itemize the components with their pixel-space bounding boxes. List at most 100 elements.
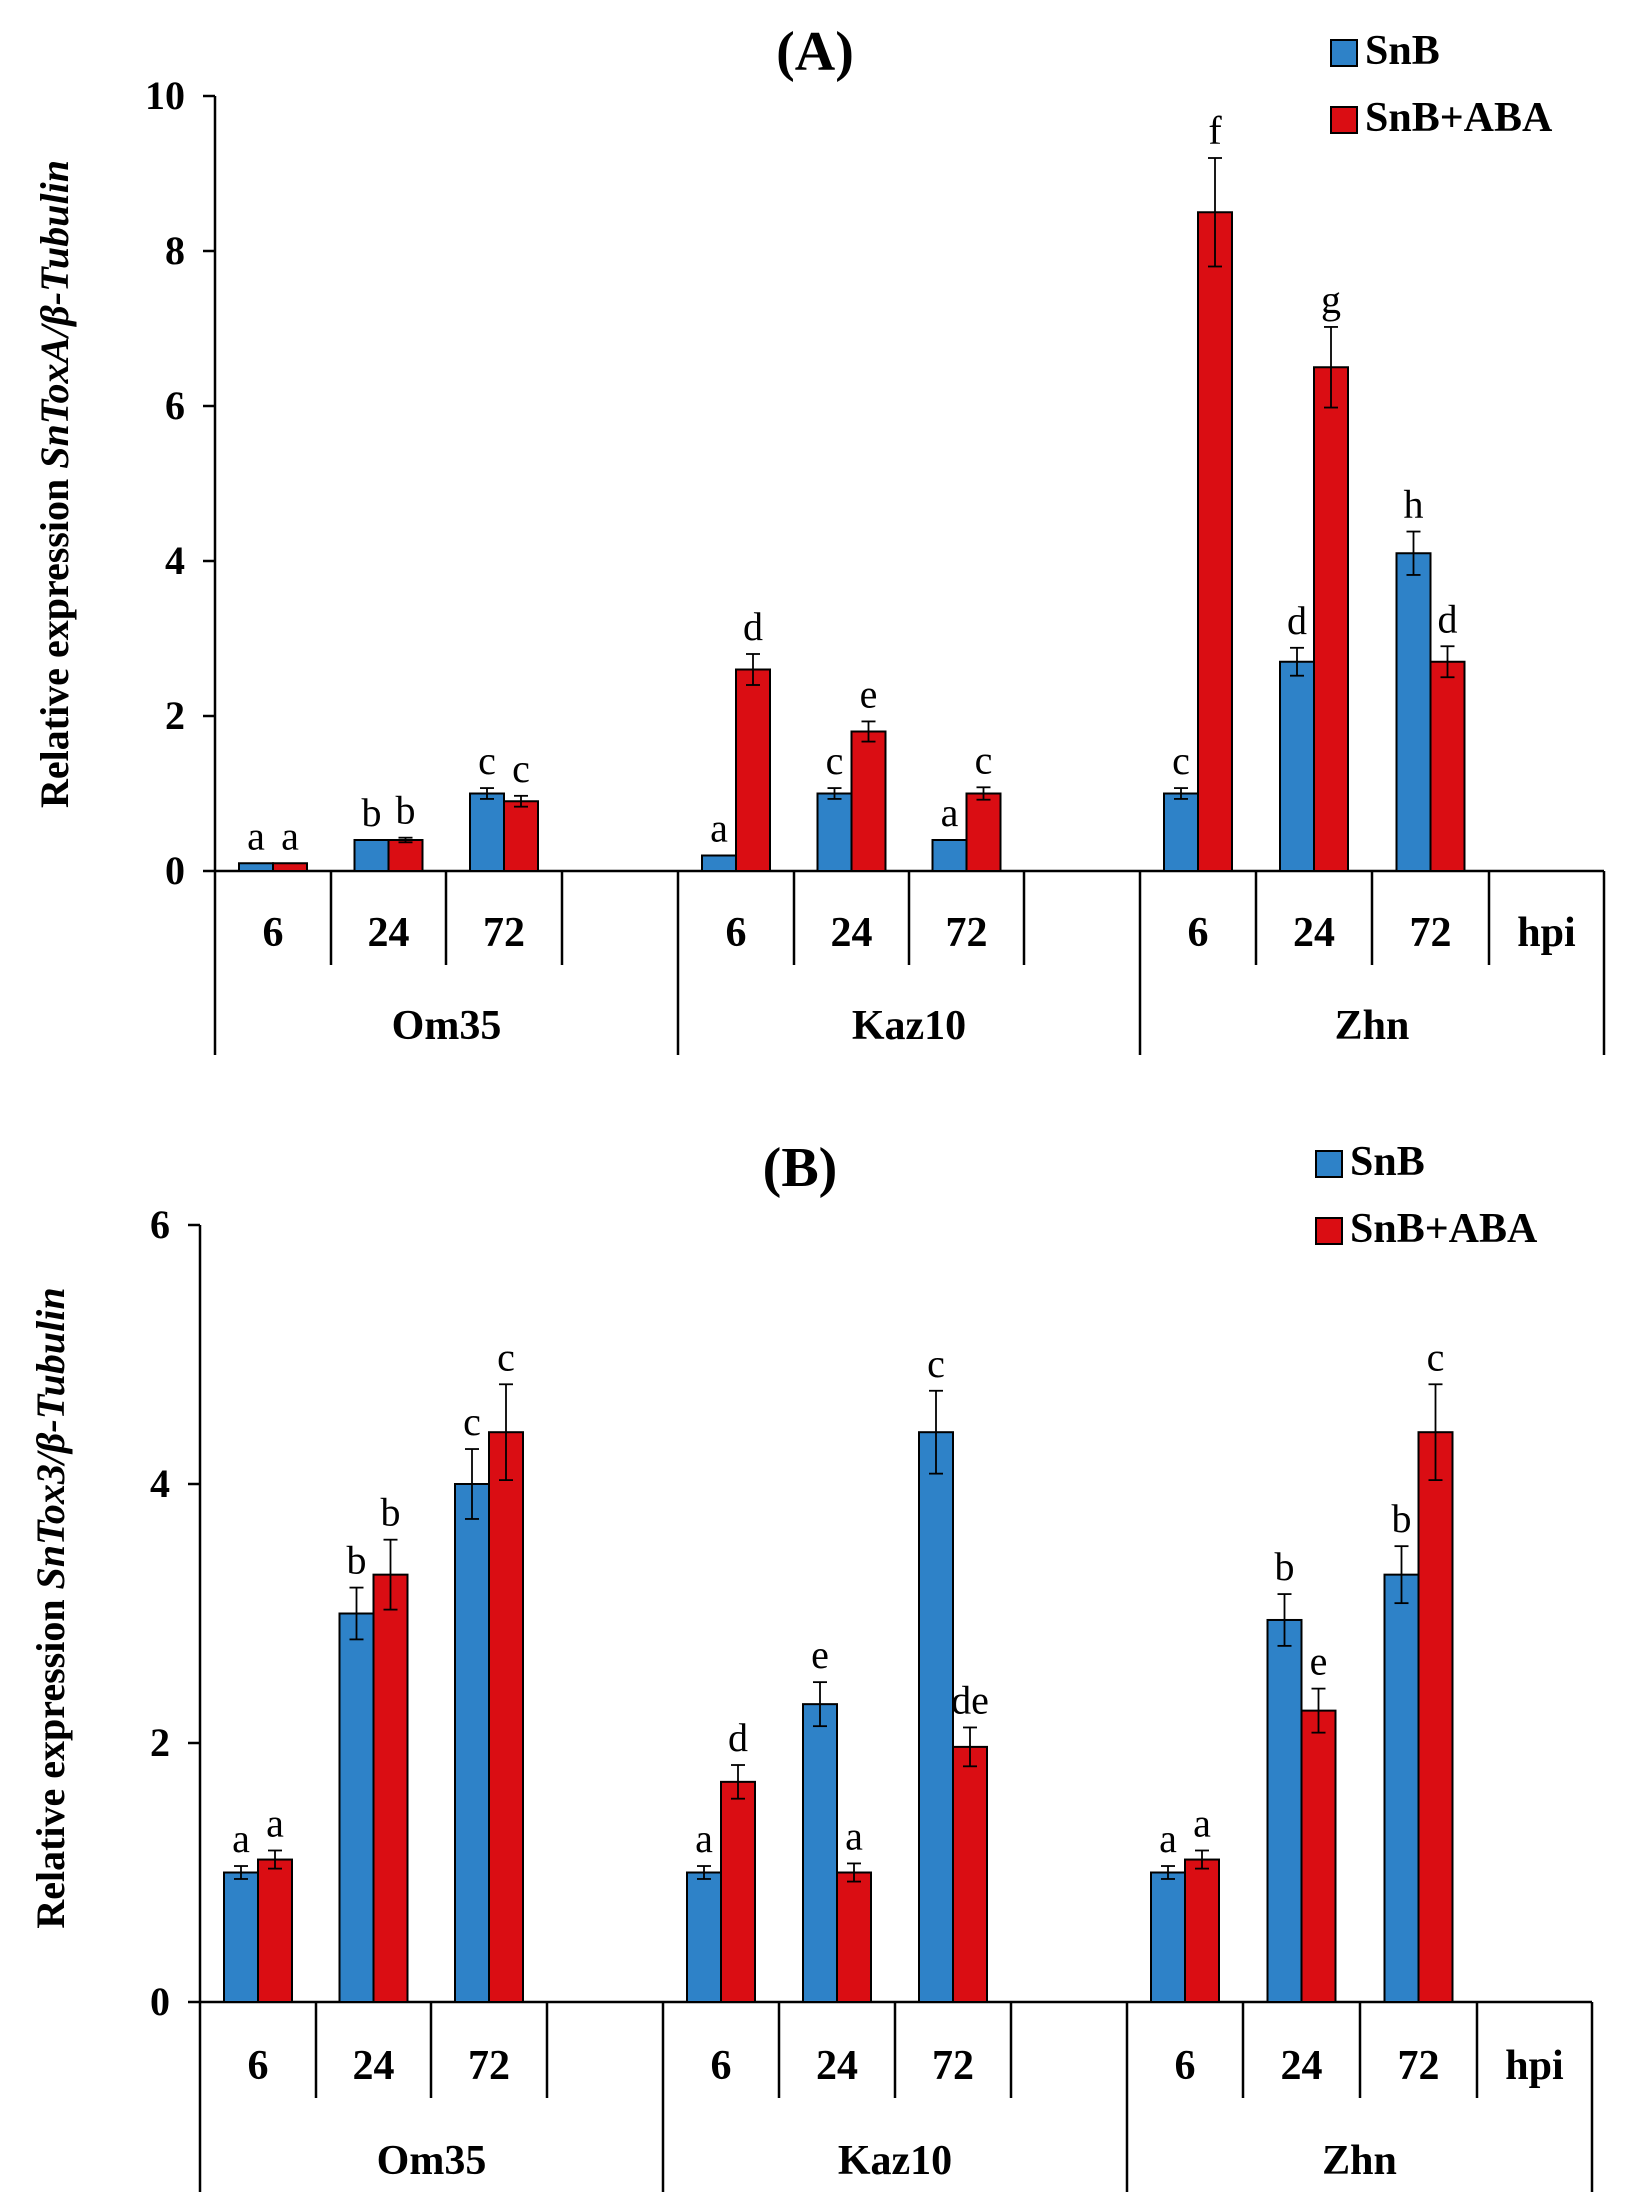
chart-title: (B) xyxy=(763,1137,838,1199)
x-tick-label: 6 xyxy=(711,2043,732,2089)
bar xyxy=(372,1573,409,2004)
significance-letter: a xyxy=(710,806,728,851)
y-tick-label: 2 xyxy=(150,1720,170,1765)
x-group-label: Kaz10 xyxy=(852,1003,966,1049)
significance-letter: b xyxy=(1275,1544,1295,1589)
significance-letter: c xyxy=(1172,738,1190,783)
x-tick-label: 6 xyxy=(1175,2043,1196,2089)
significance-letter: c xyxy=(975,737,993,782)
bar xyxy=(1313,366,1349,872)
x-tick-label: 24 xyxy=(1293,910,1335,956)
y-tick-label: 4 xyxy=(150,1461,170,1506)
legend-label: SnB xyxy=(1350,1139,1425,1185)
significance-letter: c xyxy=(512,746,530,791)
significance-letter: de xyxy=(951,1677,989,1722)
bar xyxy=(503,800,539,872)
y-tick-label: 0 xyxy=(150,1979,170,2024)
y-tick-label: 10 xyxy=(145,73,185,118)
significance-letter: a xyxy=(266,1800,284,1845)
significance-letter: d xyxy=(743,604,763,649)
bar xyxy=(1395,552,1432,872)
bar xyxy=(918,1431,954,2003)
bar xyxy=(1266,1618,1303,2003)
bar xyxy=(836,1871,872,2003)
bar xyxy=(1383,1573,1420,2004)
significance-letter: h xyxy=(1404,482,1424,527)
x-tick-label: 72 xyxy=(932,2043,974,2089)
y-axis-label-gene: SnTox3/β-Tubulin xyxy=(28,1287,73,1589)
bar xyxy=(931,839,968,872)
bar xyxy=(802,1703,838,2004)
y-tick-label: 6 xyxy=(150,1202,170,1247)
significance-letter: g xyxy=(1321,277,1341,322)
bar xyxy=(850,730,887,872)
legend-swatch xyxy=(1315,1217,1343,1245)
significance-letter: b xyxy=(396,788,416,833)
significance-letter: a xyxy=(941,790,959,835)
x-tick-label: 24 xyxy=(353,2043,395,2089)
bar xyxy=(257,1858,293,2004)
significance-letter: c xyxy=(463,1399,481,1444)
x-tick-label: 72 xyxy=(468,2043,510,2089)
y-axis-label: Relative expression SnTox3/β-Tubulin xyxy=(28,1287,73,1928)
y-axis-label: Relative expression SnToxA/β-Tubulin xyxy=(32,160,77,808)
x-group-label: Zhn xyxy=(1335,1003,1410,1049)
bar xyxy=(816,792,853,872)
bar xyxy=(272,862,308,872)
chart-title: (A) xyxy=(776,21,854,83)
significance-letter: e xyxy=(860,671,878,716)
significance-letter: a xyxy=(232,1816,250,1861)
chart-panel-a: (A) Relative expression SnToxA/β-Tubulin 0… xyxy=(32,21,1606,1055)
bar xyxy=(965,792,1002,872)
significance-letter: a xyxy=(695,1816,713,1861)
bar xyxy=(1417,1431,1454,2003)
x-tick-label: 72 xyxy=(1410,910,1452,956)
x-tick-label: 24 xyxy=(831,910,873,956)
bar xyxy=(469,792,505,872)
x-group-label: Kaz10 xyxy=(838,2138,952,2184)
bar xyxy=(720,1780,756,2003)
bar xyxy=(387,839,424,872)
significance-letter: b xyxy=(381,1490,401,1535)
x-tick-label: 72 xyxy=(946,910,988,956)
bar xyxy=(353,839,390,872)
x-group-label: Zhn xyxy=(1322,2138,1397,2184)
x-group-label: Om35 xyxy=(392,1003,502,1049)
bar xyxy=(686,1871,722,2003)
significance-letter: a xyxy=(1159,1816,1177,1861)
bar xyxy=(1197,211,1233,872)
significance-letter: a xyxy=(845,1813,863,1858)
y-tick-label: 4 xyxy=(165,538,185,583)
x-unit-label: hpi xyxy=(1517,910,1576,956)
significance-letter: c xyxy=(927,1341,945,1386)
x-tick-label: 24 xyxy=(368,910,410,956)
bar xyxy=(1184,1858,1220,2004)
legend-swatch xyxy=(1330,39,1358,67)
bar xyxy=(454,1483,490,2003)
y-axis-label-gene: SnToxA/β-Tubulin xyxy=(32,160,77,469)
legend-label: SnB+ABA xyxy=(1350,1206,1538,1252)
x-tick-label: 24 xyxy=(1281,2043,1323,2089)
chart-panel-b: (B) Relative expression SnTox3/β-Tubulin 0… xyxy=(28,1137,1594,2192)
significance-letter: c xyxy=(478,738,496,783)
bar xyxy=(238,862,274,872)
significance-letter: f xyxy=(1208,108,1222,153)
significance-letter: e xyxy=(1310,1639,1328,1684)
legend-label: SnB+ABA xyxy=(1365,95,1553,141)
y-tick-label: 8 xyxy=(165,228,185,273)
y-axis-label-text: Relative expression xyxy=(32,469,77,808)
significance-letter: a xyxy=(1193,1800,1211,1845)
significance-letter: c xyxy=(1427,1334,1445,1379)
bar xyxy=(952,1745,988,2004)
significance-letter: b xyxy=(1392,1496,1412,1541)
significance-letter: e xyxy=(811,1632,829,1677)
bar xyxy=(1300,1709,1337,2003)
legend-label: SnB xyxy=(1365,28,1440,74)
x-tick-label: 6 xyxy=(263,910,284,956)
bar xyxy=(1150,1871,1186,2003)
x-tick-label: 72 xyxy=(1398,2043,1440,2089)
bar xyxy=(1163,792,1199,872)
bar xyxy=(735,668,771,872)
significance-letter: c xyxy=(497,1334,515,1379)
